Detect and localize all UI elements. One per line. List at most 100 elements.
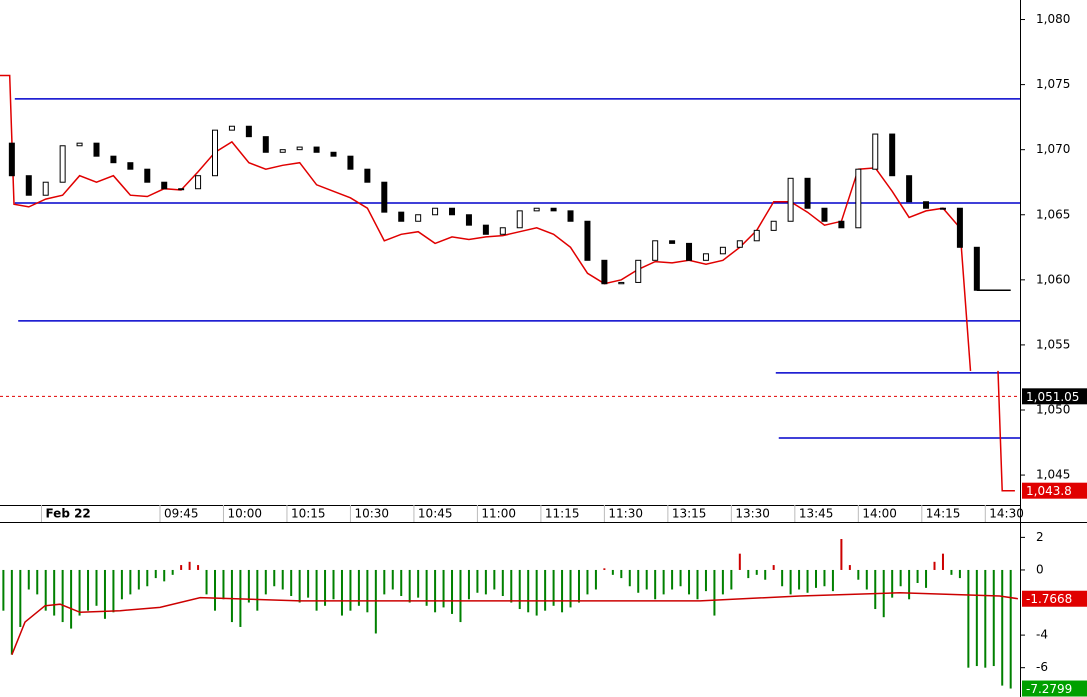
histogram-bar: [950, 569, 953, 575]
histogram-bar: [798, 569, 801, 590]
histogram-bar: [544, 569, 547, 611]
histogram-bar: [222, 569, 225, 600]
histogram-bar: [417, 569, 420, 598]
histogram-bar: [577, 569, 580, 603]
x-tick-label: 10:15: [291, 507, 326, 521]
candle: [686, 242, 693, 261]
indicator-value-label: -1.7668: [1026, 592, 1072, 606]
histogram-bar: [53, 569, 56, 616]
y-tick-label: -4: [1036, 628, 1048, 642]
histogram-bar: [154, 569, 157, 579]
candle: [330, 151, 337, 157]
histogram-bar: [679, 569, 682, 587]
candle: [855, 168, 862, 229]
histogram-bar: [586, 569, 589, 595]
candle: [533, 207, 540, 212]
candle: [110, 155, 117, 164]
candle: [736, 240, 743, 248]
candle: [906, 175, 913, 203]
price-box: [1022, 388, 1087, 405]
y-tick-label: 2: [1036, 530, 1044, 544]
histogram-bar: [349, 569, 352, 611]
y-tick-label: -6: [1036, 660, 1048, 674]
candle: [228, 125, 235, 131]
histogram-bar: [146, 569, 149, 587]
candle: [432, 207, 439, 216]
histogram-bar: [535, 569, 538, 616]
histogram-bar: [137, 569, 140, 590]
histogram-bar: [696, 569, 699, 600]
histogram-bar: [713, 569, 716, 616]
x-tick-label: 11:30: [608, 507, 643, 521]
x-tick-label: 11:00: [481, 507, 516, 521]
histogram-bar: [298, 569, 301, 603]
candle: [889, 133, 896, 177]
candle: [279, 149, 286, 153]
y-tick-label: 1,070: [1036, 142, 1070, 156]
y-tick-label: 1,050: [1036, 402, 1070, 416]
candle: [482, 224, 489, 235]
histogram-bar: [171, 569, 174, 575]
candle: [42, 181, 49, 196]
histogram-bar: [324, 569, 327, 606]
histogram-bar: [315, 569, 318, 611]
histogram-bar: [467, 569, 470, 600]
histogram-bar: [899, 569, 902, 587]
y-tick-label: 1,080: [1036, 12, 1070, 26]
histogram-bar: [941, 553, 944, 570]
histogram-bar: [603, 568, 606, 570]
histogram-bar: [637, 569, 640, 593]
histogram-bar: [730, 569, 733, 590]
histogram-bar: [984, 569, 987, 668]
candle: [313, 146, 320, 153]
histogram-bar: [654, 569, 657, 600]
histogram-bar: [374, 569, 377, 634]
price-line-series: [0, 74, 1015, 492]
histogram-bar: [120, 569, 123, 600]
histogram-bar: [230, 569, 233, 623]
histogram-bar: [103, 569, 106, 619]
histogram-bar: [129, 569, 132, 595]
histogram-bar: [747, 569, 750, 579]
histogram-bar: [19, 569, 22, 627]
histogram-bar: [611, 569, 614, 575]
histogram-bar: [10, 569, 13, 655]
histogram-bar: [891, 569, 894, 598]
y-tick-label: 1,055: [1036, 337, 1070, 351]
candle: [753, 229, 760, 242]
histogram-bar: [256, 569, 259, 611]
candle: [618, 281, 625, 285]
histogram-bar: [493, 569, 496, 590]
candle: [381, 181, 388, 213]
signal-line: [11, 592, 1019, 655]
histogram-bar: [2, 569, 5, 611]
x-tick-label: Feb 22: [45, 507, 90, 521]
histogram-bar: [569, 569, 572, 608]
histogram-bar: [442, 569, 445, 608]
candle: [702, 253, 709, 261]
candle: [567, 210, 574, 222]
y-tick-label: 1,060: [1036, 272, 1070, 286]
indicator-value-box: [1022, 680, 1087, 697]
candle: [25, 175, 32, 196]
histogram-bar: [264, 569, 267, 595]
y-tick-label: 0: [1036, 562, 1044, 576]
histogram-bar: [36, 569, 39, 595]
candle: [584, 220, 591, 261]
histogram-bar: [806, 569, 809, 593]
histogram-bar: [188, 561, 191, 570]
candle: [398, 211, 405, 222]
histogram-bar: [925, 569, 928, 588]
y-tick-label: 1,045: [1036, 468, 1070, 482]
histogram-bar: [501, 569, 504, 597]
histogram-bar: [992, 569, 995, 667]
candle: [973, 246, 980, 291]
x-tick-label: 13:45: [799, 507, 834, 521]
histogram-bar: [281, 569, 284, 590]
candle: [76, 142, 83, 147]
x-tick-label: 13:15: [672, 507, 707, 521]
histogram-bar: [908, 569, 911, 600]
histogram-bar: [425, 569, 428, 606]
histogram-bar: [975, 569, 978, 667]
